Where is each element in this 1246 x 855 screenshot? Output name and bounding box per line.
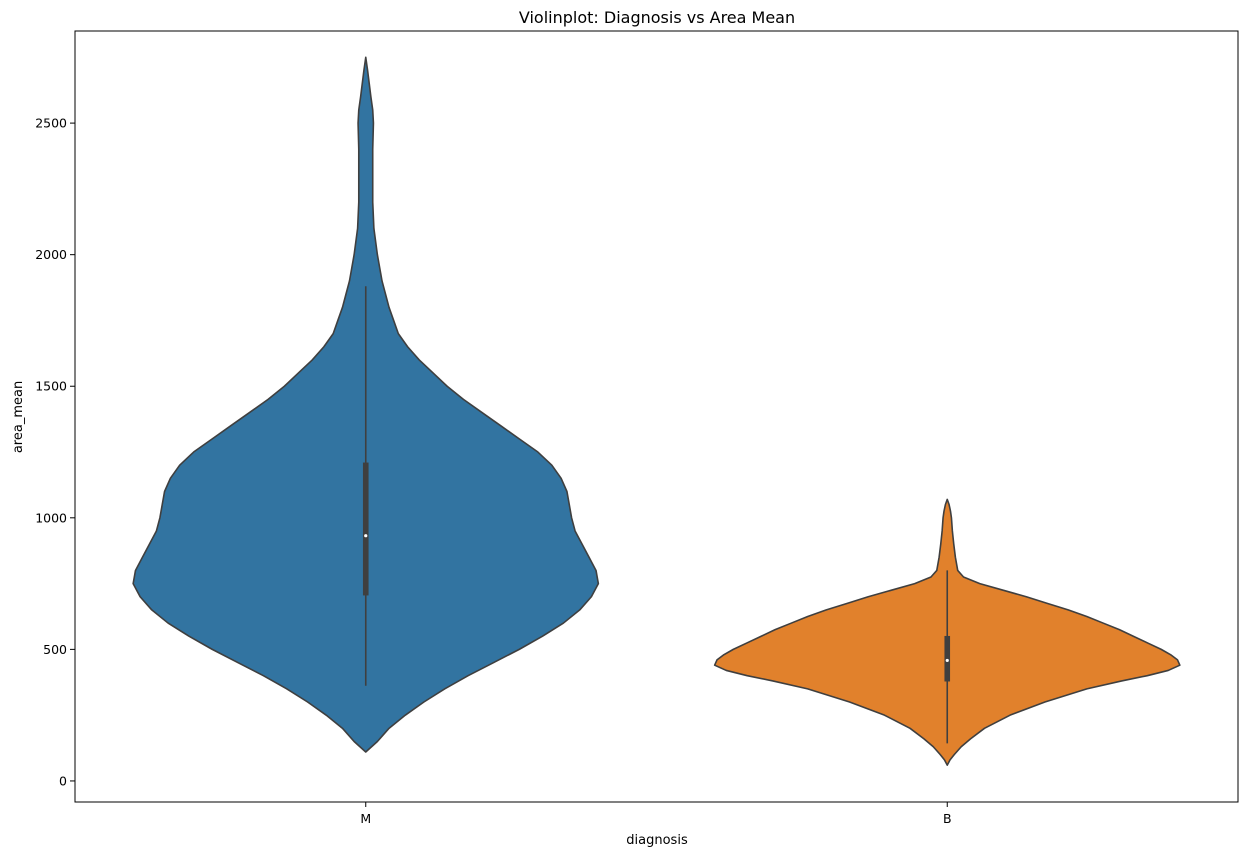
violin-b [713, 498, 1181, 766]
x-axis-label: diagnosis [626, 833, 688, 848]
y-axis-label: area_mean [11, 381, 26, 453]
y-tick-label: 2000 [35, 247, 67, 262]
violin-m [132, 56, 600, 753]
median-point-b [945, 658, 949, 663]
y-axis: 0 500 1000 1500 2000 2500 [35, 116, 75, 788]
iqr-box-m [362, 462, 369, 596]
y-tick-label: 1500 [35, 379, 67, 394]
median-point-m [364, 534, 368, 538]
y-tick-label: 1000 [35, 510, 67, 525]
plot-frame [74, 30, 1239, 803]
y-tick-label: 2500 [35, 116, 67, 131]
iqr-box-b [944, 635, 951, 682]
plot-area [132, 56, 1181, 766]
x-tick-label-b: B [943, 811, 952, 826]
y-tick-label: 0 [59, 773, 67, 788]
y-tick-label: 500 [43, 642, 67, 657]
x-tick-label-m: M [360, 811, 371, 826]
chart-title: Violinplot: Diagnosis vs Area Mean [519, 8, 795, 27]
